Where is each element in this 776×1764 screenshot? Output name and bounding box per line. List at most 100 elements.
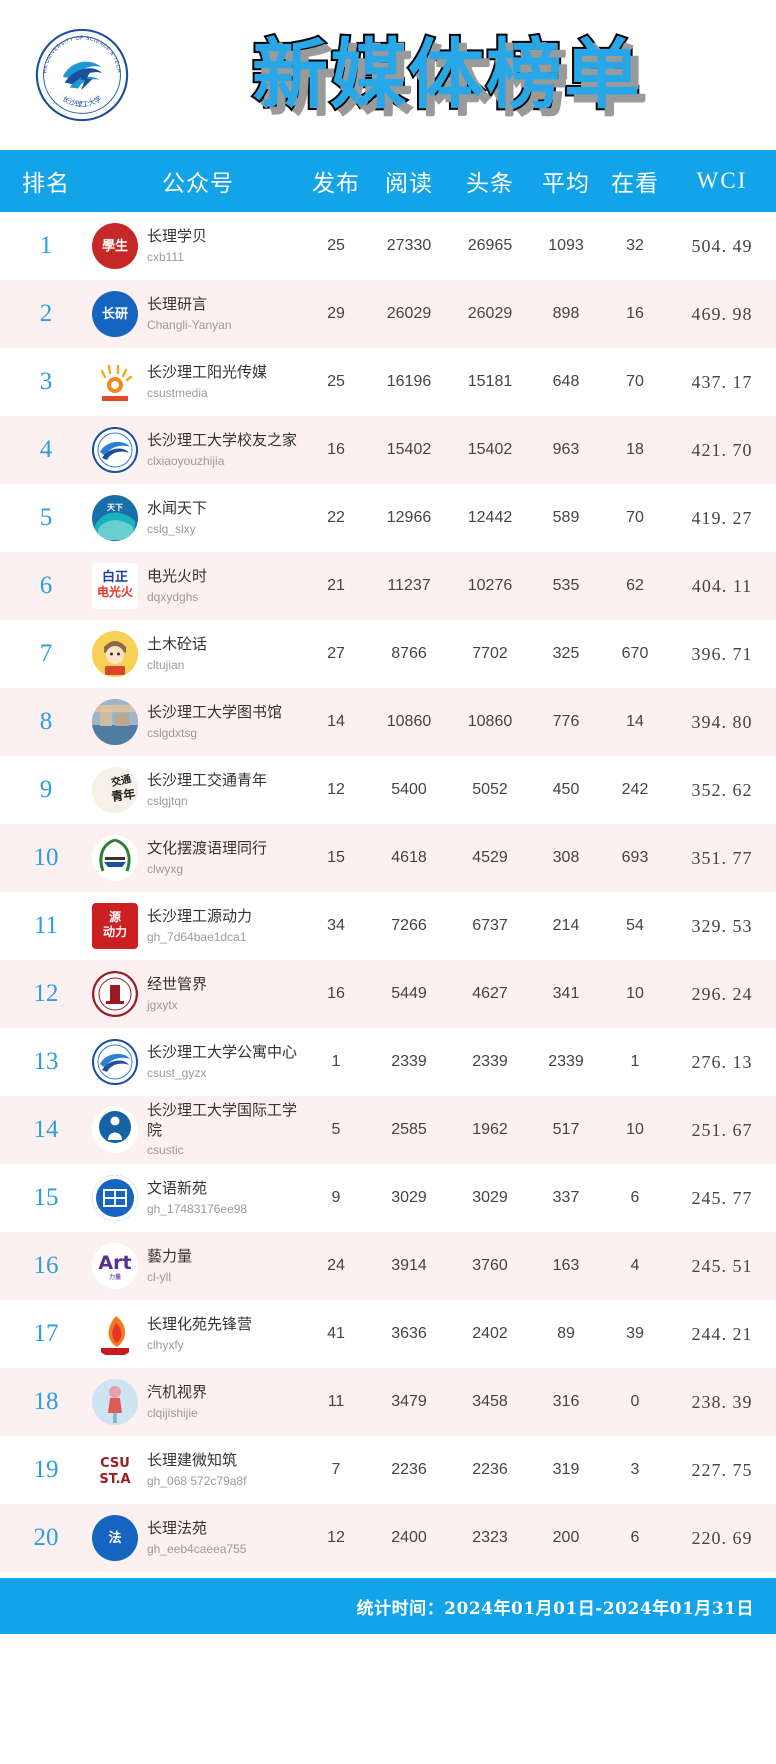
account-id: clxiaoyouzhijia xyxy=(147,453,225,468)
account-cell[interactable]: 土木砼话 cltujian xyxy=(92,631,304,677)
account-cell[interactable]: 经世管界 jgxytx xyxy=(92,971,304,1017)
table-row[interactable]: 4 长沙理工大学校友之家 clxiaoyouzhijia 16 15402 15402 96… xyxy=(0,416,776,484)
account-name: 长沙理工大学公寓中心 xyxy=(147,1043,298,1062)
column-header-rank: 排名 xyxy=(22,171,70,197)
account-cell[interactable]: 法长理法苑 gh_eeb4caeea755 xyxy=(92,1515,304,1561)
account-avatar-icon xyxy=(92,971,138,1017)
account-cell[interactable]: 长沙理工大学公寓中心 csust_gyzx xyxy=(92,1039,304,1085)
account-cell[interactable]: 學生 长理学贝 cxb111 xyxy=(92,223,304,269)
account-cell[interactable]: 文语新苑 gh_17483176ee98 xyxy=(92,1175,304,1221)
row-headline: 10276 xyxy=(467,577,513,594)
account-cell[interactable]: 源动力 长沙理工源动力 gh_7d64bae1dca1 xyxy=(92,903,304,949)
table-row[interactable]: 8 长沙理工大学图书馆 cslgdxtsg 14 10860 10860 776 14 394.… xyxy=(0,688,776,756)
row-likes: 693 xyxy=(621,849,649,866)
row-average: 214 xyxy=(552,917,580,934)
row-headline: 15181 xyxy=(467,373,513,390)
account-id: clwyxg xyxy=(147,861,184,876)
table-row[interactable]: 3 长沙理工阳光传媒 csustmedia 25 16196 15181 648 70 437.… xyxy=(0,348,776,416)
table-row[interactable]: 19 CSU ST.A 长理建微知筑 gh_068 572c79a8f 7 2236 2236… xyxy=(0,1436,776,1504)
account-avatar-icon xyxy=(92,1039,138,1085)
account-avatar-icon xyxy=(92,835,138,881)
table-row[interactable]: 16 Art 力量 藝力量 cl-yll 24 3914 3760 163 4 245. 51 xyxy=(0,1232,776,1300)
account-cell[interactable]: CSU ST.A 长理建微知筑 gh_068 572c79a8f xyxy=(92,1447,304,1493)
account-cell[interactable]: 长理化苑先锋营 clhyxfy xyxy=(92,1311,304,1357)
table-row[interactable]: 14 长沙理工大学国际工学院 csustic 5 2585 1962 517 10 251. 6… xyxy=(0,1096,776,1164)
row-rank: 19 xyxy=(33,1456,59,1483)
account-avatar-icon: 源动力 xyxy=(92,903,138,949)
row-headline: 1962 xyxy=(472,1121,508,1138)
row-likes: 3 xyxy=(630,1461,640,1478)
row-posts: 12 xyxy=(327,781,345,798)
row-reads: 2585 xyxy=(391,1121,427,1138)
row-likes: 4 xyxy=(630,1257,640,1274)
table-row[interactable]: 15 文语新苑 gh_17483176ee98 9 3029 3029 337 6 245. 7… xyxy=(0,1164,776,1232)
table-row[interactable]: 9 交通 青年 长沙理工交通青年 cslgjtqn 12 5400 5052 450 242 352… xyxy=(0,756,776,824)
row-reads: 5449 xyxy=(391,985,427,1002)
account-avatar-icon xyxy=(92,699,138,745)
account-cell[interactable]: 长沙理工阳光传媒 csustmedia xyxy=(92,359,304,405)
row-rank: 3 xyxy=(39,368,53,395)
row-average: 535 xyxy=(552,577,580,594)
table-row[interactable]: 7 土木砼话 cltujian 27 8766 7702 325 670 396. 71 xyxy=(0,620,776,688)
account-cell[interactable]: Art 力量 藝力量 cl-yll xyxy=(92,1243,304,1289)
table-row[interactable]: 6 白正 电光火 电光火时 dqxydghs 21 11237 10276 535 62 404. … xyxy=(0,552,776,620)
table-row[interactable]: 1 學生 长理学贝 cxb111 25 27330 26965 1093 32 504. 49 xyxy=(0,212,776,280)
row-headline: 26029 xyxy=(467,305,513,322)
row-wci: 329. 53 xyxy=(691,915,753,936)
account-cell[interactable]: 天下 水闻天下 cslg_slxy xyxy=(92,495,304,541)
account-name: 长沙理工交通青年 xyxy=(147,771,268,790)
row-average: 898 xyxy=(552,305,580,322)
row-rank: 4 xyxy=(39,436,53,463)
account-cell[interactable]: 汽机视界 clqijishijie xyxy=(92,1379,304,1425)
row-reads: 4618 xyxy=(391,849,427,866)
account-cell[interactable]: 交通 青年 长沙理工交通青年 cslgjtqn xyxy=(92,767,304,813)
account-cell[interactable]: 长沙理工大学国际工学院 csustic xyxy=(92,1101,304,1158)
row-likes: 1 xyxy=(630,1053,640,1070)
row-likes: 32 xyxy=(626,237,644,254)
stats-period-label: 统计时间：2024年01月01日-2024年01月31日 xyxy=(356,1598,754,1619)
table-row[interactable]: 12 经世管界 jgxytx 16 5449 4627 341 10 296. 24 xyxy=(0,960,776,1028)
column-header-average: 平均 xyxy=(542,171,590,197)
table-row[interactable]: 10 文化摆渡语理同行 clwyxg 15 4618 4529 308 693 351. 77 xyxy=(0,824,776,892)
row-headline: 6737 xyxy=(472,917,508,934)
table-row[interactable]: 2 长研 长理研言 Changli-Yanyan 29 26029 26029 898 16 46… xyxy=(0,280,776,348)
row-headline: 3760 xyxy=(472,1257,508,1274)
row-reads: 27330 xyxy=(386,237,432,254)
account-avatar-icon: Art 力量 xyxy=(92,1243,138,1289)
table-row[interactable]: 20 法长理法苑 gh_eeb4caeea755 12 2400 2323 200 6 220.… xyxy=(0,1504,776,1572)
row-reads: 3914 xyxy=(391,1257,427,1274)
account-id: csustmedia xyxy=(147,385,208,400)
row-reads: 2400 xyxy=(391,1529,427,1546)
account-name: 长理法苑 xyxy=(147,1519,208,1538)
row-reads: 2339 xyxy=(391,1053,427,1070)
row-wci: 238. 39 xyxy=(691,1391,753,1412)
account-id: cslgdxtsg xyxy=(147,725,198,740)
row-reads: 10860 xyxy=(386,713,432,730)
account-cell[interactable]: 长研 长理研言 Changli-Yanyan xyxy=(92,291,304,337)
poster-title-text: 新媒体榜单 xyxy=(250,30,642,119)
account-cell[interactable]: 白正 电光火 电光火时 dqxydghs xyxy=(92,563,304,609)
row-average: 319 xyxy=(552,1461,580,1478)
table-row[interactable]: 5 天下 水闻天下 cslg_slxy 22 12966 12442 589 70 419. 27 xyxy=(0,484,776,552)
account-name: 长沙理工阳光传媒 xyxy=(147,363,268,382)
table-row[interactable]: 17 长理化苑先锋营 clhyxfy 41 3636 2402 89 39 244. 21 xyxy=(0,1300,776,1368)
account-name: 长理建微知筑 xyxy=(147,1451,238,1470)
row-headline: 12442 xyxy=(467,509,513,526)
table-row[interactable]: 13 长沙理工大学公寓中心 csust_gyzx 1 2339 2339 2339 1 276.… xyxy=(0,1028,776,1096)
row-rank: 10 xyxy=(33,844,59,871)
table-row[interactable]: 18 汽机视界 clqijishijie 11 3479 3458 316 0 238. 39 xyxy=(0,1368,776,1436)
row-rank: 18 xyxy=(33,1388,59,1415)
row-reads: 2236 xyxy=(391,1461,427,1478)
row-likes: 670 xyxy=(621,645,649,662)
row-average: 589 xyxy=(552,509,580,526)
row-likes: 0 xyxy=(630,1393,640,1410)
account-cell[interactable]: 长沙理工大学图书馆 cslgdxtsg xyxy=(92,699,304,745)
account-name: 土木砼话 xyxy=(147,635,208,654)
row-rank: 16 xyxy=(33,1252,59,1279)
table-row[interactable]: 11 源动力 长沙理工源动力 gh_7d64bae1dca1 34 7266 6737 214… xyxy=(0,892,776,960)
account-cell[interactable]: 文化摆渡语理同行 clwyxg xyxy=(92,835,304,881)
account-name: 经世管界 xyxy=(147,975,208,994)
account-id: cltujian xyxy=(147,657,185,672)
account-cell[interactable]: 长沙理工大学校友之家 clxiaoyouzhijia xyxy=(92,427,304,473)
row-rank: 15 xyxy=(33,1184,59,1211)
